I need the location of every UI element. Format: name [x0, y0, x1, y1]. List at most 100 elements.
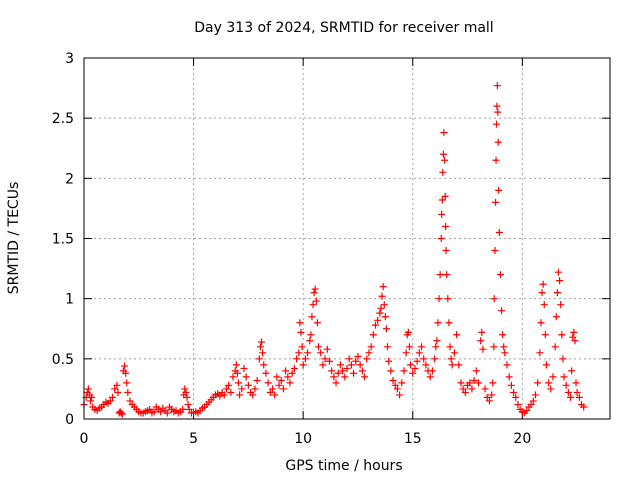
data-point: [183, 393, 191, 401]
data-point: [507, 381, 515, 389]
data-point: [510, 389, 518, 397]
data-point: [108, 393, 116, 401]
data-point: [334, 369, 342, 377]
data-point: [459, 385, 467, 393]
data-point: [271, 391, 279, 399]
data-point: [531, 391, 539, 399]
data-point: [352, 357, 360, 365]
data-point: [345, 355, 353, 363]
data-point: [490, 295, 498, 303]
data-point: [539, 280, 547, 288]
data-point: [448, 361, 456, 369]
data-point: [255, 355, 263, 363]
data-point: [312, 297, 320, 305]
data-point: [378, 292, 386, 300]
data-point: [332, 379, 340, 387]
data-point: [553, 289, 561, 297]
data-point: [575, 393, 583, 401]
data-point: [297, 328, 305, 336]
data-point: [299, 361, 307, 369]
data-point: [428, 367, 436, 375]
data-point: [290, 364, 298, 372]
data-point: [498, 307, 506, 315]
data-point: [242, 373, 250, 381]
data-point: [313, 319, 321, 327]
data-point: [564, 389, 572, 397]
data-point: [233, 369, 241, 377]
data-point: [444, 295, 452, 303]
data-point: [264, 379, 272, 387]
data-point: [236, 391, 244, 399]
data-point: [296, 319, 304, 327]
data-point: [432, 343, 440, 351]
data-point: [405, 343, 413, 351]
data-point: [466, 379, 474, 387]
data-point: [389, 376, 397, 384]
data-point: [411, 364, 419, 372]
data-point: [540, 301, 548, 309]
plot-frame: [83, 57, 611, 420]
data-point: [356, 361, 364, 369]
data-point: [541, 331, 549, 339]
data-point: [485, 397, 493, 405]
data-point: [527, 401, 535, 409]
data-point: [374, 316, 382, 324]
data-point: [426, 373, 434, 381]
data-point: [382, 325, 390, 333]
data-point: [222, 385, 230, 393]
data-point: [495, 228, 503, 236]
data-point: [258, 338, 266, 346]
data-point: [184, 401, 192, 409]
data-point: [396, 391, 404, 399]
data-point: [225, 381, 233, 389]
data-point: [567, 393, 575, 401]
data-point: [478, 328, 486, 336]
data-point: [380, 301, 388, 309]
data-point: [84, 385, 92, 393]
data-point: [363, 355, 371, 363]
data-point: [447, 355, 455, 363]
data-point: [126, 397, 134, 405]
data-point: [442, 222, 450, 230]
data-point: [551, 343, 559, 351]
data-point: [556, 277, 564, 285]
data-point: [514, 401, 522, 409]
data-point: [182, 389, 190, 397]
data-point: [493, 82, 501, 90]
data-point: [554, 268, 562, 276]
data-point: [227, 389, 235, 397]
data-point: [477, 337, 485, 345]
data-point: [571, 337, 579, 345]
data-point: [472, 367, 480, 375]
data-point: [445, 319, 453, 327]
data-point: [557, 301, 565, 309]
data-point: [121, 362, 129, 370]
x-axis-label: GPS time / hours: [285, 458, 402, 474]
data-point: [404, 328, 412, 336]
data-point: [438, 210, 446, 218]
data-point: [295, 349, 303, 357]
data-point: [494, 138, 502, 146]
data-point: [293, 355, 301, 363]
data-point: [304, 349, 312, 357]
data-point: [275, 381, 283, 389]
data-point: [266, 389, 274, 397]
data-point: [325, 357, 333, 365]
data-point: [529, 397, 537, 405]
data-point: [286, 379, 294, 387]
data-point: [453, 331, 461, 339]
data-point: [244, 381, 252, 389]
data-point: [409, 369, 417, 377]
data-point: [379, 283, 387, 291]
data-point: [493, 102, 501, 110]
data-point: [439, 150, 447, 158]
data-point: [418, 343, 426, 351]
data-point: [262, 369, 270, 377]
data-point: [523, 407, 531, 415]
data-point: [547, 385, 555, 393]
data-point: [558, 331, 566, 339]
data-point: [235, 379, 243, 387]
data-point: [398, 379, 406, 387]
data-point: [124, 389, 132, 397]
data-point: [442, 247, 450, 255]
